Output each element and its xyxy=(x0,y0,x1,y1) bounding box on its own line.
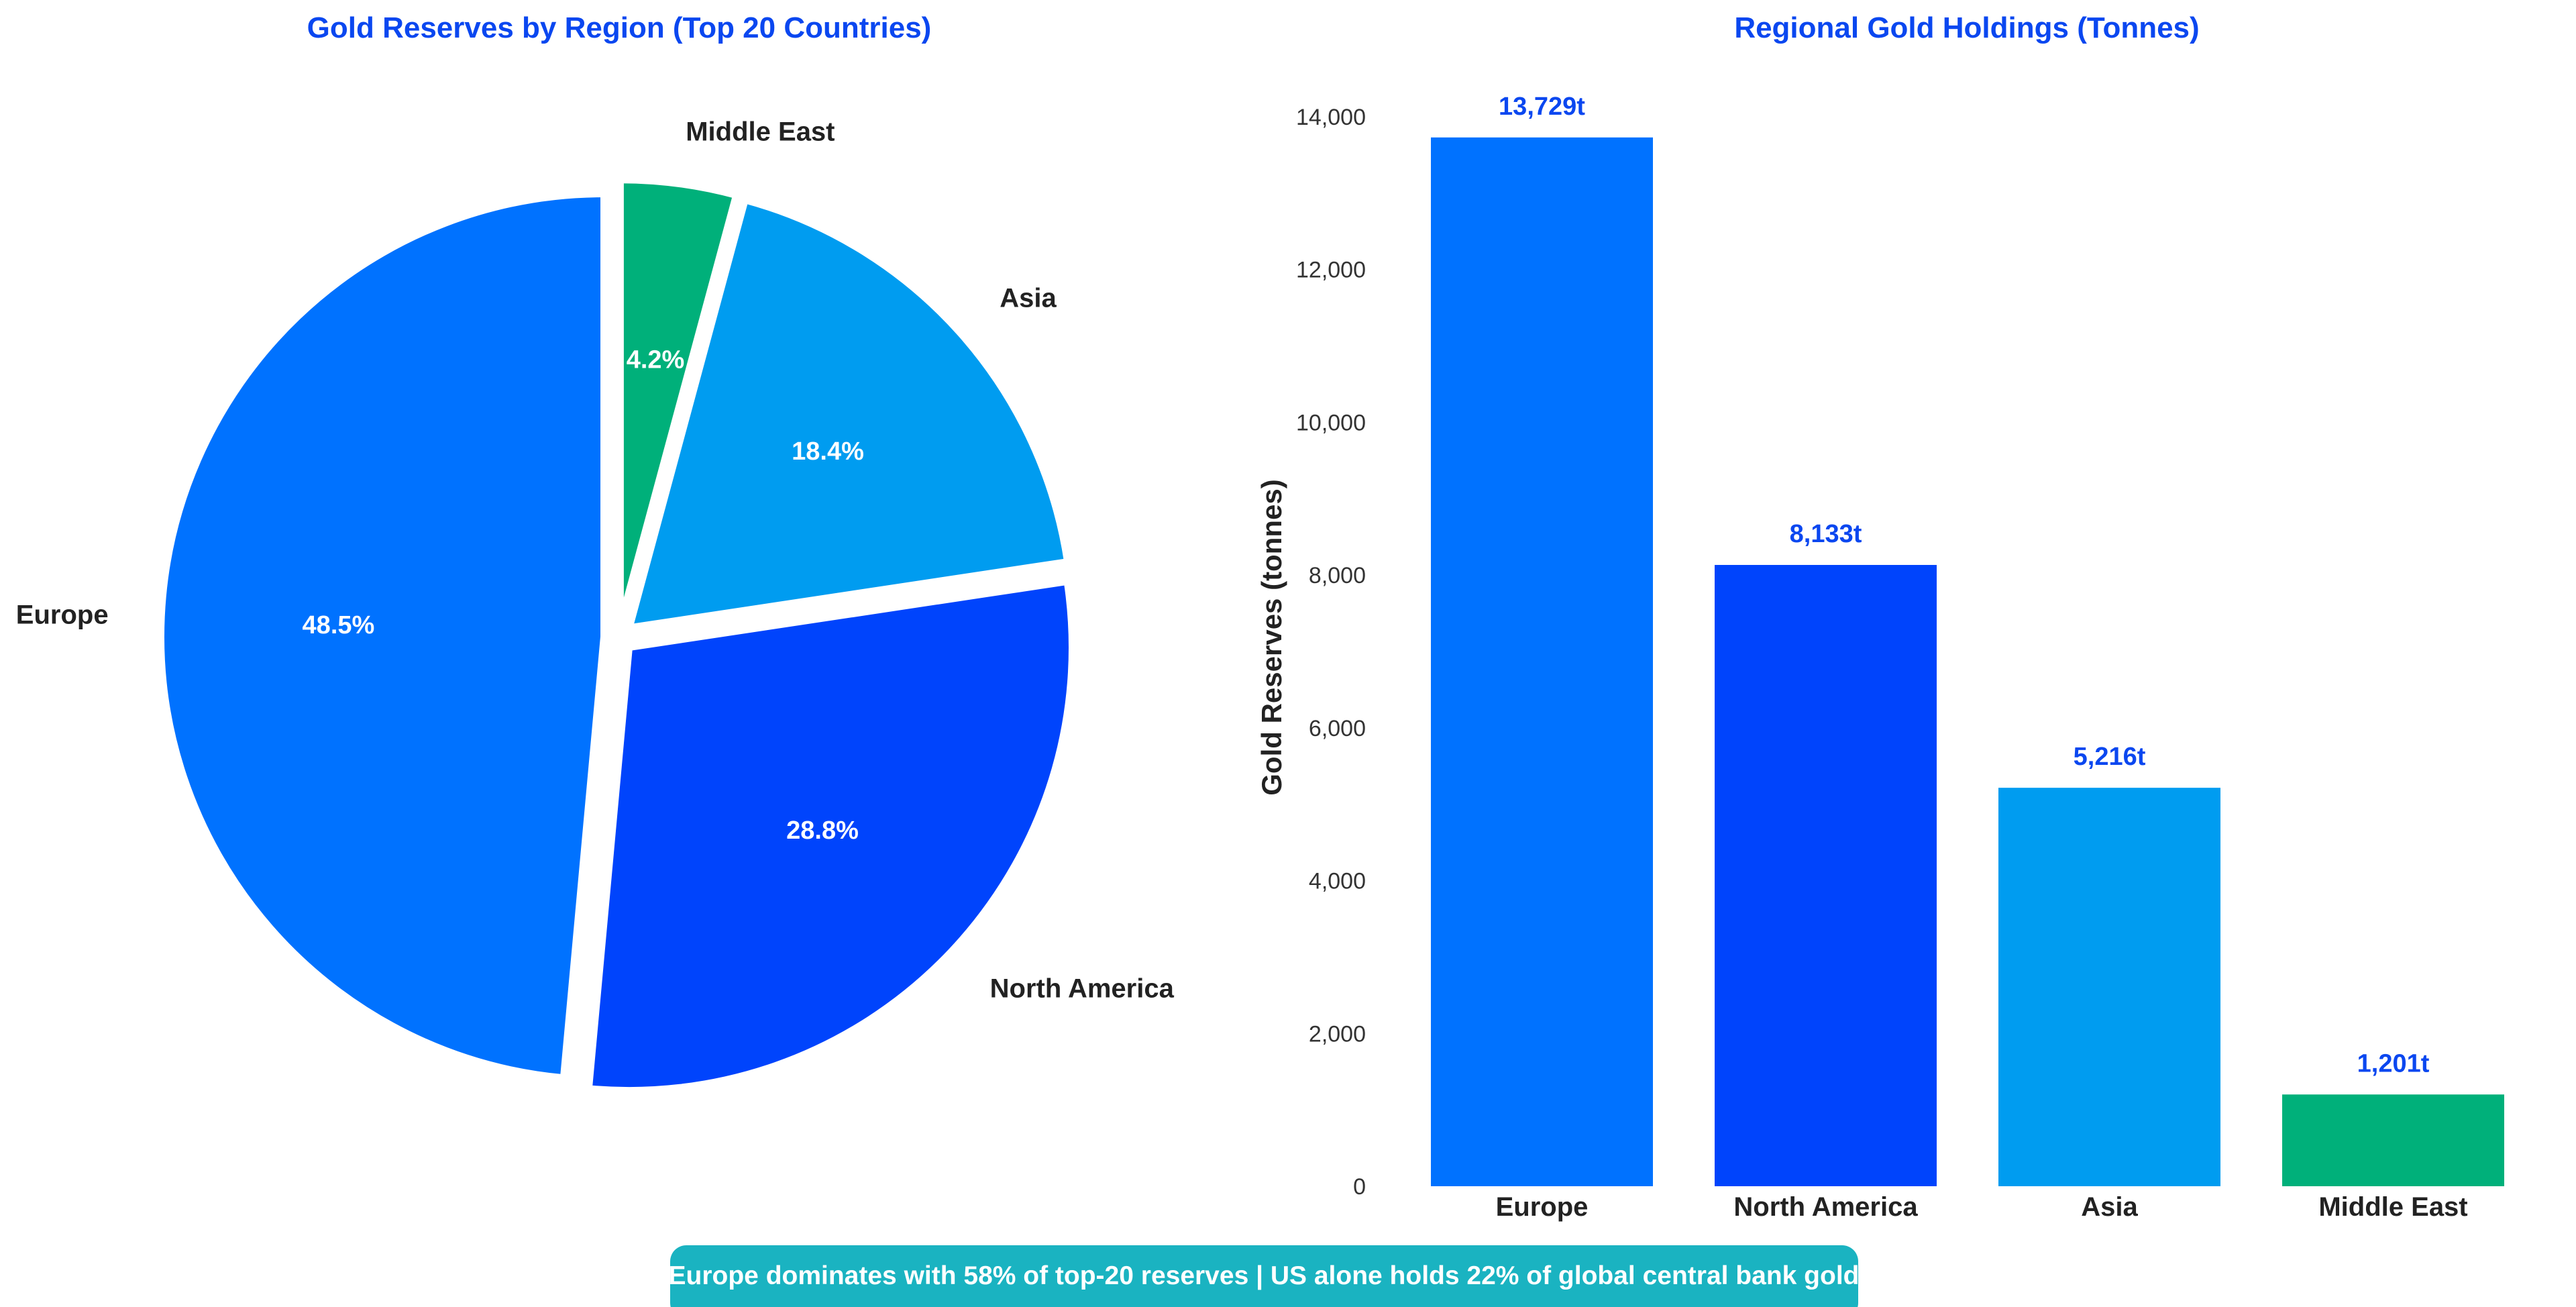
bar-value-label-asia: 5,216t xyxy=(2074,743,2146,771)
pie-pct-label-north-america: 28.8% xyxy=(786,817,859,845)
bar-value-label-europe: 13,729t xyxy=(1499,93,1585,121)
pie-slice-middle-east xyxy=(616,176,741,624)
x-tick-label-middle-east: Middle East xyxy=(2318,1192,2467,1222)
pie-slice-europe xyxy=(158,190,608,1082)
y-tick-label: 12,000 xyxy=(1296,258,1366,283)
pie-slice-north-america xyxy=(585,578,1075,1094)
pie-category-label-middle-east: Middle East xyxy=(686,117,835,146)
footer-box xyxy=(670,1245,1858,1307)
y-tick-label: 0 xyxy=(1353,1174,1366,1200)
y-tick-label: 8,000 xyxy=(1309,563,1366,588)
x-tick-label-north-america: North America xyxy=(1733,1192,1918,1222)
bar-asia xyxy=(1998,788,2220,1186)
y-axis-label: Gold Reserves (tonnes) xyxy=(1256,479,1287,795)
pie-category-label-europe: Europe xyxy=(16,600,109,629)
x-tick-label-asia: Asia xyxy=(2081,1192,2138,1222)
y-tick-label: 6,000 xyxy=(1309,716,1366,741)
bar-north-america xyxy=(1715,564,1937,1186)
pie-pct-label-middle-east: 4.2% xyxy=(627,346,685,374)
y-tick-label: 14,000 xyxy=(1296,105,1366,130)
pie-title: Gold Reserves by Region (Top 20 Countrie… xyxy=(307,11,932,44)
bar-middle-east xyxy=(2282,1094,2504,1186)
footer-text: Europe dominates with 58% of top-20 rese… xyxy=(669,1261,1860,1290)
x-tick-label-europe: Europe xyxy=(1496,1192,1589,1222)
pie-pct-label-asia: 18.4% xyxy=(792,437,864,466)
bar-title: Regional Gold Holdings (Tonnes) xyxy=(1734,11,2199,44)
pie-slice-asia xyxy=(625,196,1071,632)
bar-chart: Regional Gold Holdings (Tonnes) Gold Res… xyxy=(1256,11,2504,1222)
y-tick-label: 4,000 xyxy=(1309,869,1366,894)
y-tick-label: 10,000 xyxy=(1296,410,1366,435)
pie-category-label-north-america: North America xyxy=(990,974,1175,1003)
bar-value-label-middle-east: 1,201t xyxy=(2357,1049,2430,1078)
pie-pct-label-europe: 48.5% xyxy=(303,611,375,639)
pie-chart: Gold Reserves by Region (Top 20 Countrie… xyxy=(16,11,1175,1094)
y-tick-label: 2,000 xyxy=(1309,1021,1366,1047)
pie-category-label-asia: Asia xyxy=(1000,284,1057,313)
bar-value-label-north-america: 8,133t xyxy=(1790,520,1862,548)
footer-banner: Europe dominates with 58% of top-20 rese… xyxy=(669,1245,1860,1307)
bar-europe xyxy=(1431,137,1653,1187)
